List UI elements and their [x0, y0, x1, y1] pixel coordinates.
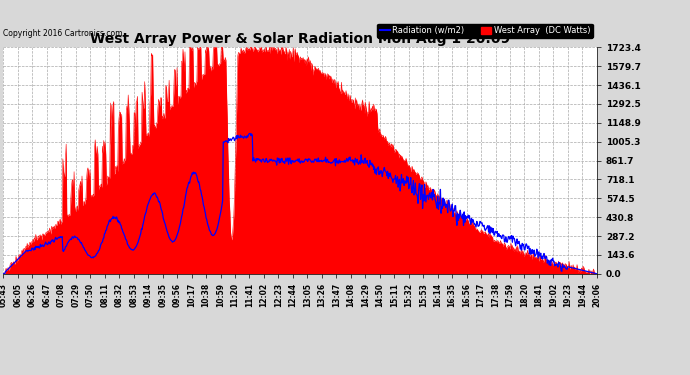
Legend: Radiation (w/m2), West Array  (DC Watts): Radiation (w/m2), West Array (DC Watts)	[377, 24, 593, 38]
Title: West Array Power & Solar Radiation Mon Aug 1 20:09: West Array Power & Solar Radiation Mon A…	[90, 32, 510, 46]
Text: Copyright 2016 Cartronics.com: Copyright 2016 Cartronics.com	[3, 29, 123, 38]
